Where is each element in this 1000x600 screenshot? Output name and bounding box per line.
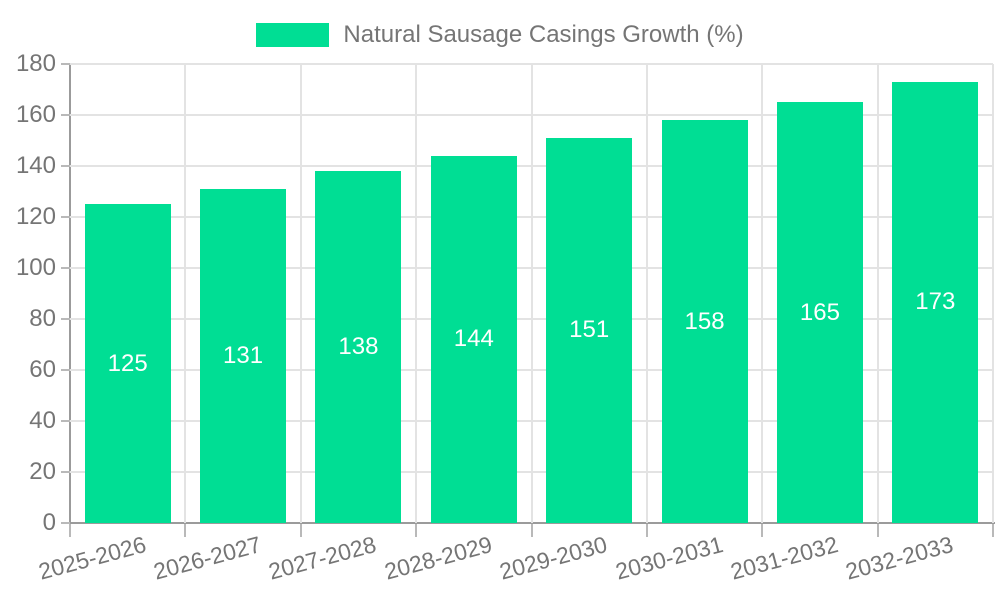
v-gridline (184, 64, 187, 523)
bar[interactable]: 131 (200, 188, 287, 523)
bar-value-label: 131 (223, 341, 264, 369)
bar[interactable]: 138 (315, 171, 402, 523)
x-tick-label: 2026-2027 (150, 531, 264, 585)
bar-value-label: 125 (107, 349, 148, 377)
x-tick (645, 524, 648, 537)
x-tick-label: 2028-2029 (381, 531, 495, 585)
y-tick (61, 216, 70, 218)
y-tick-label: 100 (15, 254, 56, 281)
y-tick-label: 40 (29, 407, 56, 434)
x-tick-label: 2030-2031 (612, 531, 726, 585)
y-tick (61, 369, 70, 371)
y-tick (61, 420, 70, 422)
bar-value-label: 158 (684, 307, 725, 335)
x-tick-label: 2029-2030 (496, 531, 610, 585)
x-tick (530, 524, 533, 537)
legend[interactable]: Natural Sausage Casings Growth (%) (0, 21, 1000, 49)
v-gridline (299, 64, 302, 523)
y-tick-label: 120 (15, 203, 56, 230)
v-gridline (876, 64, 879, 523)
y-tick-label: 160 (15, 101, 56, 128)
v-gridline (992, 64, 994, 523)
v-gridline (530, 64, 533, 523)
x-tick (876, 524, 879, 537)
v-gridline (415, 64, 418, 523)
bar-value-label: 165 (799, 298, 840, 326)
y-axis-line (69, 64, 71, 537)
y-tick-label: 0 (42, 509, 56, 536)
x-tick-label: 2032-2033 (843, 531, 957, 585)
bar[interactable]: 165 (776, 102, 863, 523)
bar-value-label: 138 (338, 333, 379, 361)
x-tick-label: 2027-2028 (266, 531, 380, 585)
x-tick-label: 2025-2026 (35, 531, 149, 585)
x-axis-line (69, 522, 995, 524)
bar[interactable]: 125 (84, 204, 171, 523)
y-tick (61, 114, 70, 116)
y-tick-label: 140 (15, 152, 56, 179)
x-tick (69, 524, 71, 537)
x-tick (299, 524, 302, 537)
x-tick (992, 524, 994, 537)
bar-value-label: 144 (453, 325, 494, 353)
x-tick-label: 2031-2032 (727, 531, 841, 585)
x-tick (761, 524, 764, 537)
y-tick-label: 80 (29, 305, 56, 332)
y-tick (61, 522, 70, 524)
v-gridline (645, 64, 648, 523)
v-gridline (761, 64, 764, 523)
bar[interactable]: 173 (892, 81, 979, 523)
y-tick (61, 471, 70, 473)
y-tick-label: 60 (29, 356, 56, 383)
x-tick (184, 524, 187, 537)
y-tick (61, 318, 70, 320)
y-tick (61, 165, 70, 167)
legend-swatch (256, 23, 330, 47)
bar[interactable]: 158 (661, 120, 748, 523)
bar-value-label: 173 (915, 288, 956, 316)
x-tick (415, 524, 418, 537)
y-tick (61, 267, 70, 269)
bar-value-label: 151 (569, 316, 610, 344)
bar[interactable]: 144 (430, 155, 517, 523)
y-tick-label: 20 (29, 458, 56, 485)
y-tick (61, 63, 70, 65)
y-tick-label: 180 (15, 50, 56, 77)
legend-label: Natural Sausage Casings Growth (%) (343, 21, 744, 48)
bar[interactable]: 151 (546, 137, 633, 523)
